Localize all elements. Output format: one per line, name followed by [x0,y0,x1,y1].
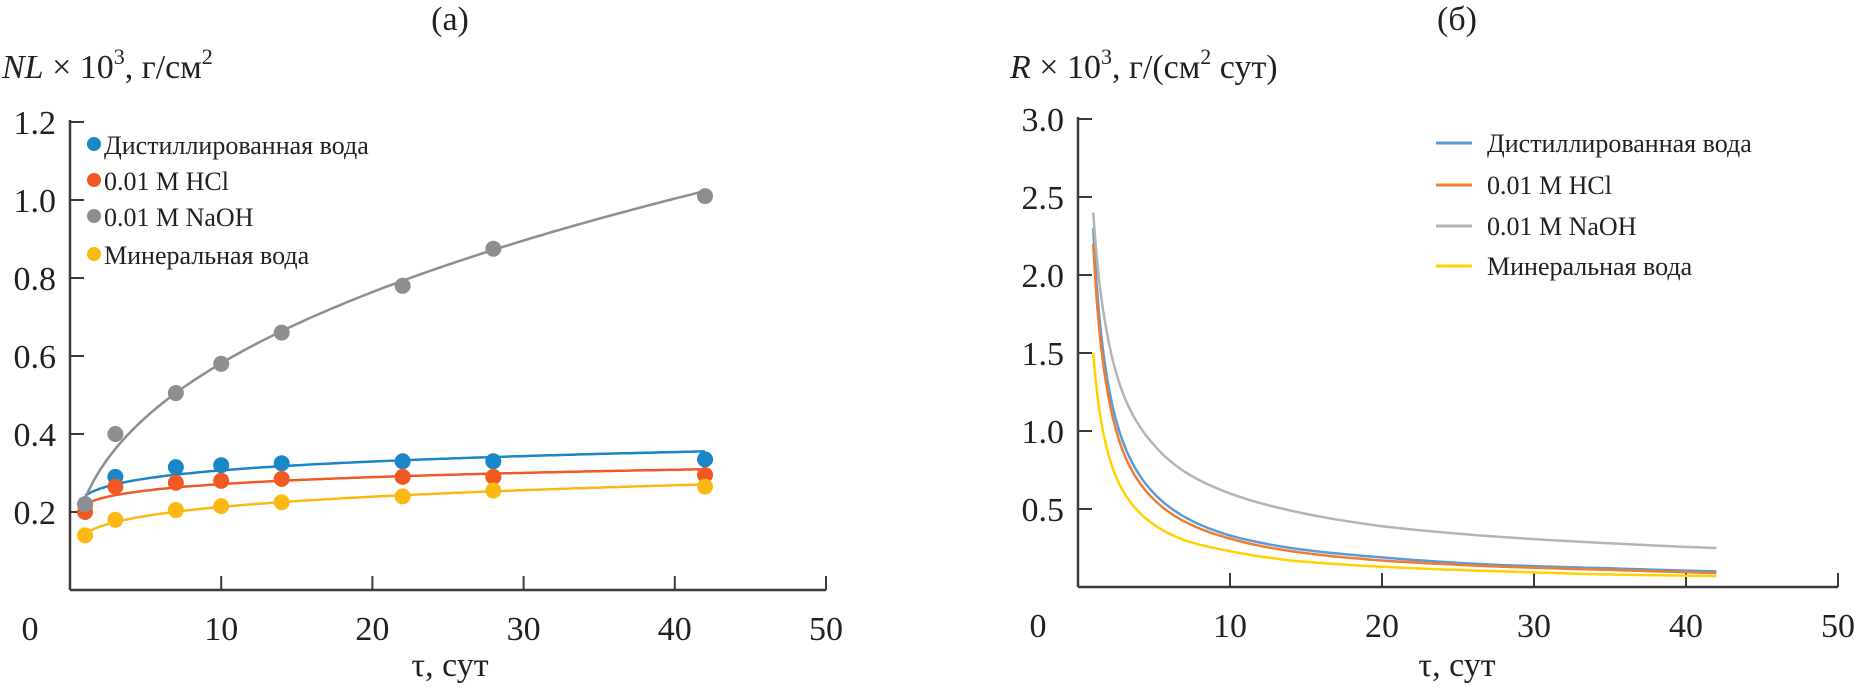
data-point [394,488,411,505]
legend-label: Дистиллированная вода [1487,129,1752,158]
panel-a-label: (а) [431,1,469,38]
panel-a-y-tick-label: 0.4 [14,417,57,454]
panel-a-x-tick-label: 40 [658,611,692,648]
legend-marker [87,209,101,223]
legend-marker [87,247,101,261]
series-line-0 [1091,228,1717,573]
data-point [167,459,184,476]
data-point [167,385,184,402]
legend-label: 0.01 M NaOH [1487,212,1637,241]
data-point [485,453,502,470]
legend-label: 0.01 M HCl [104,167,229,196]
legend-label: Минеральная вода [1487,252,1693,281]
data-point [213,472,230,489]
data-point [167,474,184,491]
panel-b-x-tick-label: 20 [1365,608,1399,645]
panel-a-xlabel: τ, сут [411,647,488,684]
data-point [77,527,94,544]
panel-b-xlabel: τ, сут [1418,647,1495,684]
data-point [167,502,184,519]
data-point [697,466,714,483]
data-point [107,511,124,528]
panel-a-x-tick-label: 20 [355,611,389,648]
data-point [697,188,714,205]
panel-a-y-tick-label: 1.2 [14,105,57,142]
legend-marker [87,173,101,187]
panel-b-y-tick-label: 3.0 [1022,102,1065,139]
legend-marker [87,137,101,151]
data-point [394,277,411,294]
legend-label: 0.01 M HCl [1487,171,1612,200]
data-point [273,470,290,487]
data-point [394,453,411,470]
panel-b-x-tick-label: 50 [1821,608,1855,645]
data-point [485,468,502,485]
panel-a-y-tick-label: 0.8 [14,261,57,298]
panel-b-y-tick-label: 0.5 [1022,492,1065,529]
panel-b-x-tick-label: 0 [1030,608,1047,645]
data-point [273,324,290,341]
panel-a-x-tick-label: 50 [809,611,843,648]
panel-a-ylabel: NL × 103, г/см2 [1,44,213,86]
series-line-3 [1091,352,1717,578]
data-point [77,496,94,513]
panel-a-y-tick-label: 0.6 [14,339,57,376]
data-point [394,468,411,485]
panel-b-x-tick-label: 30 [1517,608,1551,645]
data-point [273,455,290,472]
data-point [485,482,502,499]
legend-label: Минеральная вода [104,241,310,270]
data-point [107,478,124,495]
series-line-1 [1091,243,1717,575]
data-point [697,451,714,468]
panel-b-label: (б) [1437,1,1477,38]
panel-a-y-tick-label: 0.2 [14,495,57,532]
panel-b-y-tick-label: 2.5 [1022,180,1065,217]
panel-b-y-tick-label: 1.0 [1022,414,1065,451]
data-point [213,457,230,474]
legend-label: 0.01 M NaOH [104,203,254,232]
panel-b-x-tick-label: 40 [1669,608,1703,645]
trend-line-2 [83,189,706,499]
series-line-2 [1091,212,1717,550]
panel-a-x-tick-label: 30 [507,611,541,648]
data-point [273,494,290,511]
data-point [697,478,714,495]
data-point [107,426,124,442]
panel-b-y-tick-label: 1.5 [1022,336,1065,373]
panel-b-y-tick-label: 2.0 [1022,258,1065,295]
panel-a-x-tick-label: 10 [204,611,238,648]
data-point [213,355,230,372]
panel-b-x-tick-label: 10 [1213,608,1247,645]
legend-label: Дистиллированная вода [104,131,369,160]
panel-a-x-tick-label: 0 [22,611,39,648]
data-point [213,498,230,515]
data-point [485,240,502,257]
panel-b-ylabel: R × 103, г/(см2 сут) [1009,44,1278,86]
panel-a-y-tick-label: 1.0 [14,183,57,220]
